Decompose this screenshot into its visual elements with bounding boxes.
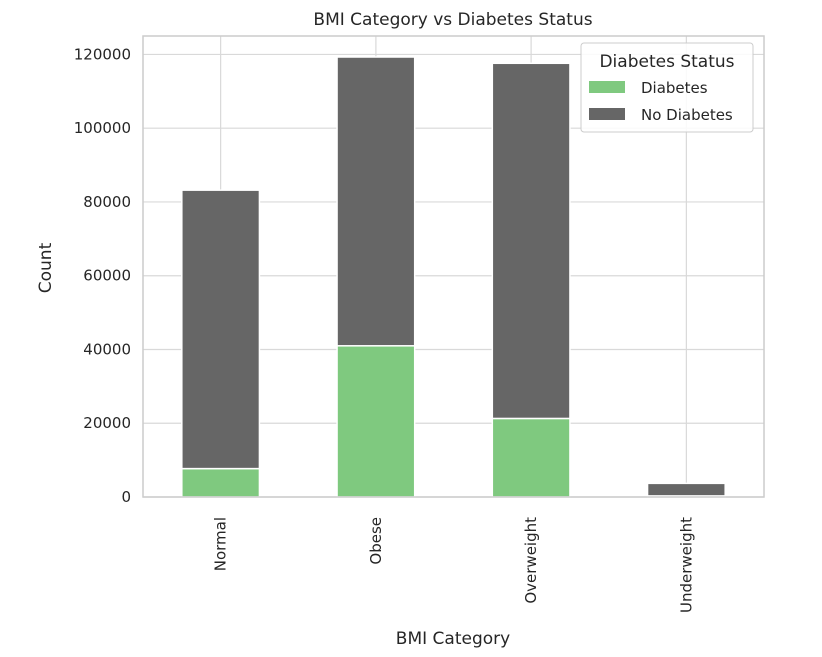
y-tick-label: 40000: [83, 340, 131, 358]
y-tick-label: 0: [121, 488, 131, 506]
bar-normal-no-diabetes: [181, 189, 261, 470]
bar-normal-diabetes: [181, 467, 261, 498]
x-tick-labels: Normal Obese Overweight Underweight: [212, 517, 696, 613]
x-tick-label: Obese: [367, 517, 385, 565]
y-tick-label: 120000: [74, 45, 131, 63]
chart-title: BMI Category vs Diabetes Status: [313, 10, 592, 30]
legend-swatch-no-diabetes: [589, 108, 625, 120]
legend-swatch-diabetes: [589, 81, 625, 93]
legend: Diabetes Status Diabetes No Diabetes: [580, 42, 754, 133]
bar-underweight-no-diabetes: [646, 482, 726, 497]
plot-frame: [142, 35, 765, 498]
y-tick-label: 100000: [74, 119, 131, 137]
y-tick-label: 80000: [83, 193, 131, 211]
bar-overweight-diabetes: [491, 417, 571, 498]
bar-obese-no-diabetes: [336, 56, 416, 347]
y-tick-label: 60000: [83, 267, 131, 285]
bar-obese-diabetes: [336, 345, 416, 498]
legend-title: Diabetes Status: [599, 52, 734, 72]
x-tick-label: Overweight: [522, 517, 540, 604]
legend-label-diabetes: Diabetes: [641, 79, 708, 97]
bars: [181, 56, 726, 498]
y-axis-label: Count: [36, 242, 56, 293]
bar-overweight-no-diabetes: [491, 62, 571, 420]
x-tick-label: Underweight: [677, 517, 695, 613]
y-tick-labels: 0 20000 40000 60000 80000 100000 120000: [74, 45, 131, 506]
x-axis-label: BMI Category: [396, 629, 510, 649]
y-tick-label: 20000: [83, 414, 131, 432]
x-tick-label: Normal: [212, 517, 230, 571]
legend-label-no-diabetes: No Diabetes: [641, 106, 733, 124]
